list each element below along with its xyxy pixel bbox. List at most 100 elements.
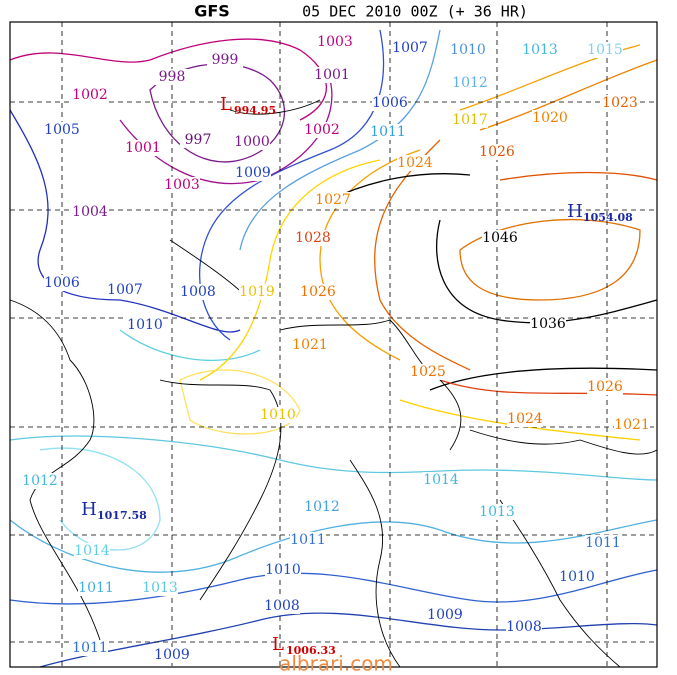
label-bg [532,110,568,126]
isobar-label: 1020 [532,110,568,126]
isobar-label: 1011 [78,580,114,596]
label-bg [22,473,58,489]
isobar-label: 1028 [295,230,331,246]
label-bg [292,337,328,353]
isobar-label: 1026 [587,379,623,395]
isobar-label: 1046 [482,230,518,246]
label-bg [614,417,650,433]
label-bg [410,364,446,380]
center-value: 1006.33 [286,644,336,657]
isobar-label: 1023 [602,95,638,111]
label-bg [585,535,621,551]
label-bg [559,569,595,585]
isobar-label: 1009 [154,647,190,663]
label-bg [290,532,326,548]
label-bg [74,543,110,559]
isobar-label: 1009 [235,165,271,181]
isobar-label: 1011 [72,640,108,656]
label-bg [317,34,353,50]
isobar-label: 1006 [44,275,80,291]
isobar-label: 1017 [452,112,488,128]
isobar-label: 1024 [397,155,433,171]
label-bg [370,124,406,140]
isobar-label: 1026 [300,284,336,300]
isobar-label: 1011 [290,532,326,548]
label-bg [522,42,558,58]
isobar-label: 1014 [423,472,459,488]
center-value: 994.95 [234,104,276,117]
isobar-label: 1008 [264,598,300,614]
isobar-label: 1009 [427,607,463,623]
isobar-label: 1019 [239,284,275,300]
label-bg [72,640,108,656]
isobar-label: 1014 [74,543,110,559]
coastlines [9,99,658,668]
label-bg [235,165,271,181]
label-bg [44,275,80,291]
isobar-label: 1027 [315,192,351,208]
label-bg [587,379,623,395]
isobar-label: 1011 [370,124,406,140]
label-bg [397,155,433,171]
label-bg [452,112,488,128]
isobar-label: 1012 [304,499,340,515]
label-bg [72,204,108,220]
label-bg [314,67,350,83]
label-bg [506,619,542,635]
label-bg [315,192,351,208]
label-bg [452,75,488,91]
label-bg [180,284,216,300]
label-bg [264,598,300,614]
map-frame [9,21,658,668]
label-bg [507,411,543,427]
isobar-label: 1001 [314,67,350,83]
isobar-label: 1000 [234,134,270,150]
isobar-label: 1012 [452,75,488,91]
isobar-label: 1026 [479,144,515,160]
label-bg [423,472,459,488]
isobar-label: 1013 [522,42,558,58]
isobar-label: 1002 [304,122,340,138]
isobar-label: 1008 [180,284,216,300]
isobar-label: 1004 [72,204,108,220]
label-bg [482,230,518,246]
label-bg [44,122,80,138]
isobar-label: 1006 [372,95,408,111]
label-bg [530,316,566,332]
label-bg [304,499,340,515]
watermark: albrari.com [279,652,393,675]
run-title: 05 DEC 2010 00Z (+ 36 HR) [302,3,528,21]
label-bg [265,562,301,578]
isobar-label: 1001 [125,140,161,156]
isobar-label: 1002 [72,87,108,103]
label-bg [107,282,143,298]
label-bg [234,134,270,150]
center-value: 1054.08 [583,211,633,224]
isobar-label: 1010 [260,407,296,423]
label-bg [260,407,296,423]
label-bg [239,284,275,300]
isobar-label: 1036 [530,316,566,332]
isobar-label: 1007 [392,40,428,56]
center-letter: L [272,634,284,655]
center-value: 1017.58 [97,509,147,522]
label-bg [164,177,200,193]
label-bg [479,144,515,160]
isobar-label: 1010 [265,562,301,578]
label-bg [78,580,114,596]
isobar-label: 1021 [292,337,328,353]
label-bg [300,284,336,300]
label-bg [304,122,340,138]
center-letter: H [567,201,583,222]
isobar-label: 1025 [410,364,446,380]
label-bg [427,607,463,623]
label-bg [602,95,638,111]
isobar-label: 1003 [164,177,200,193]
label-bg [450,42,486,58]
isobar-label: 1021 [614,417,650,433]
isobar-label: 1007 [107,282,143,298]
label-bg [125,140,161,156]
label-bg [207,52,243,68]
label-bg [154,69,190,85]
